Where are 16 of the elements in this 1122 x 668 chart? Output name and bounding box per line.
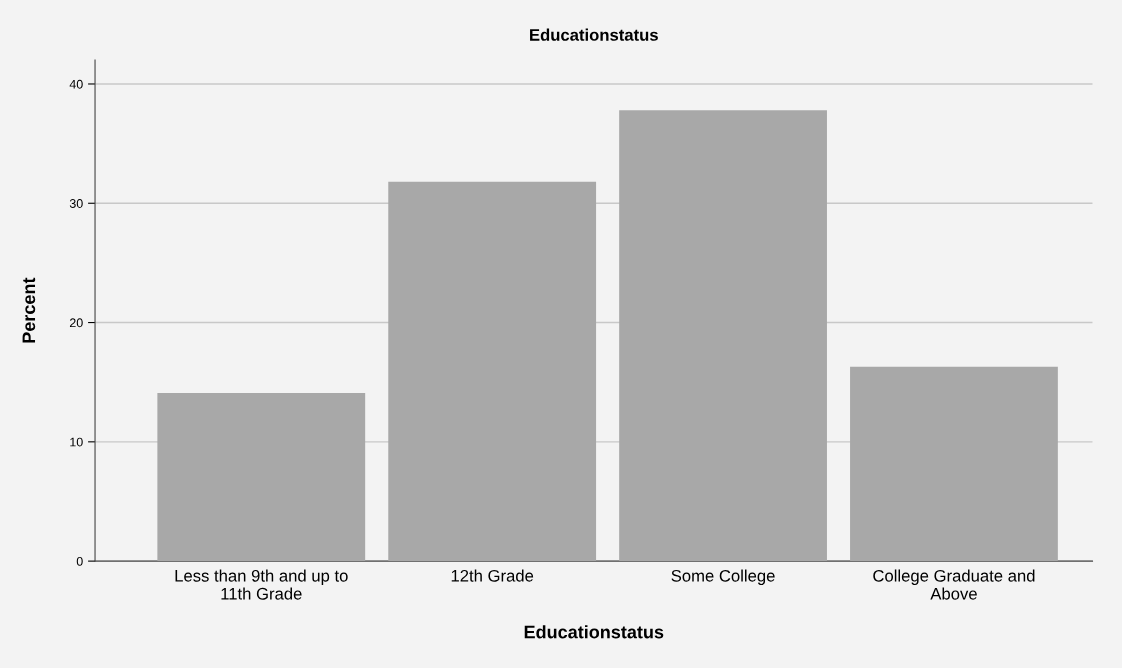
bar: [619, 110, 827, 562]
y-tick-label: 0: [76, 556, 83, 566]
x-tick-label: Some College: [671, 569, 775, 585]
bar: [157, 392, 366, 562]
y-tick-label: 10: [70, 437, 83, 447]
x-tick-label: Less than 9th and up to 11th Grade: [175, 569, 348, 600]
x-tick-label: 12th Grade: [451, 569, 534, 582]
x-tick-label: College Graduate and Above: [873, 569, 1035, 600]
y-axis-title: Percent: [22, 277, 36, 343]
y-tick-label: 30: [69, 199, 83, 208]
bar: [850, 366, 1058, 562]
y-tick-label: 40: [69, 79, 83, 89]
bar: [388, 181, 597, 562]
chart-title: Educationstatus: [530, 28, 658, 41]
x-axis-title: Educationstatus: [524, 625, 664, 639]
y-tick-label: 20: [69, 318, 83, 328]
